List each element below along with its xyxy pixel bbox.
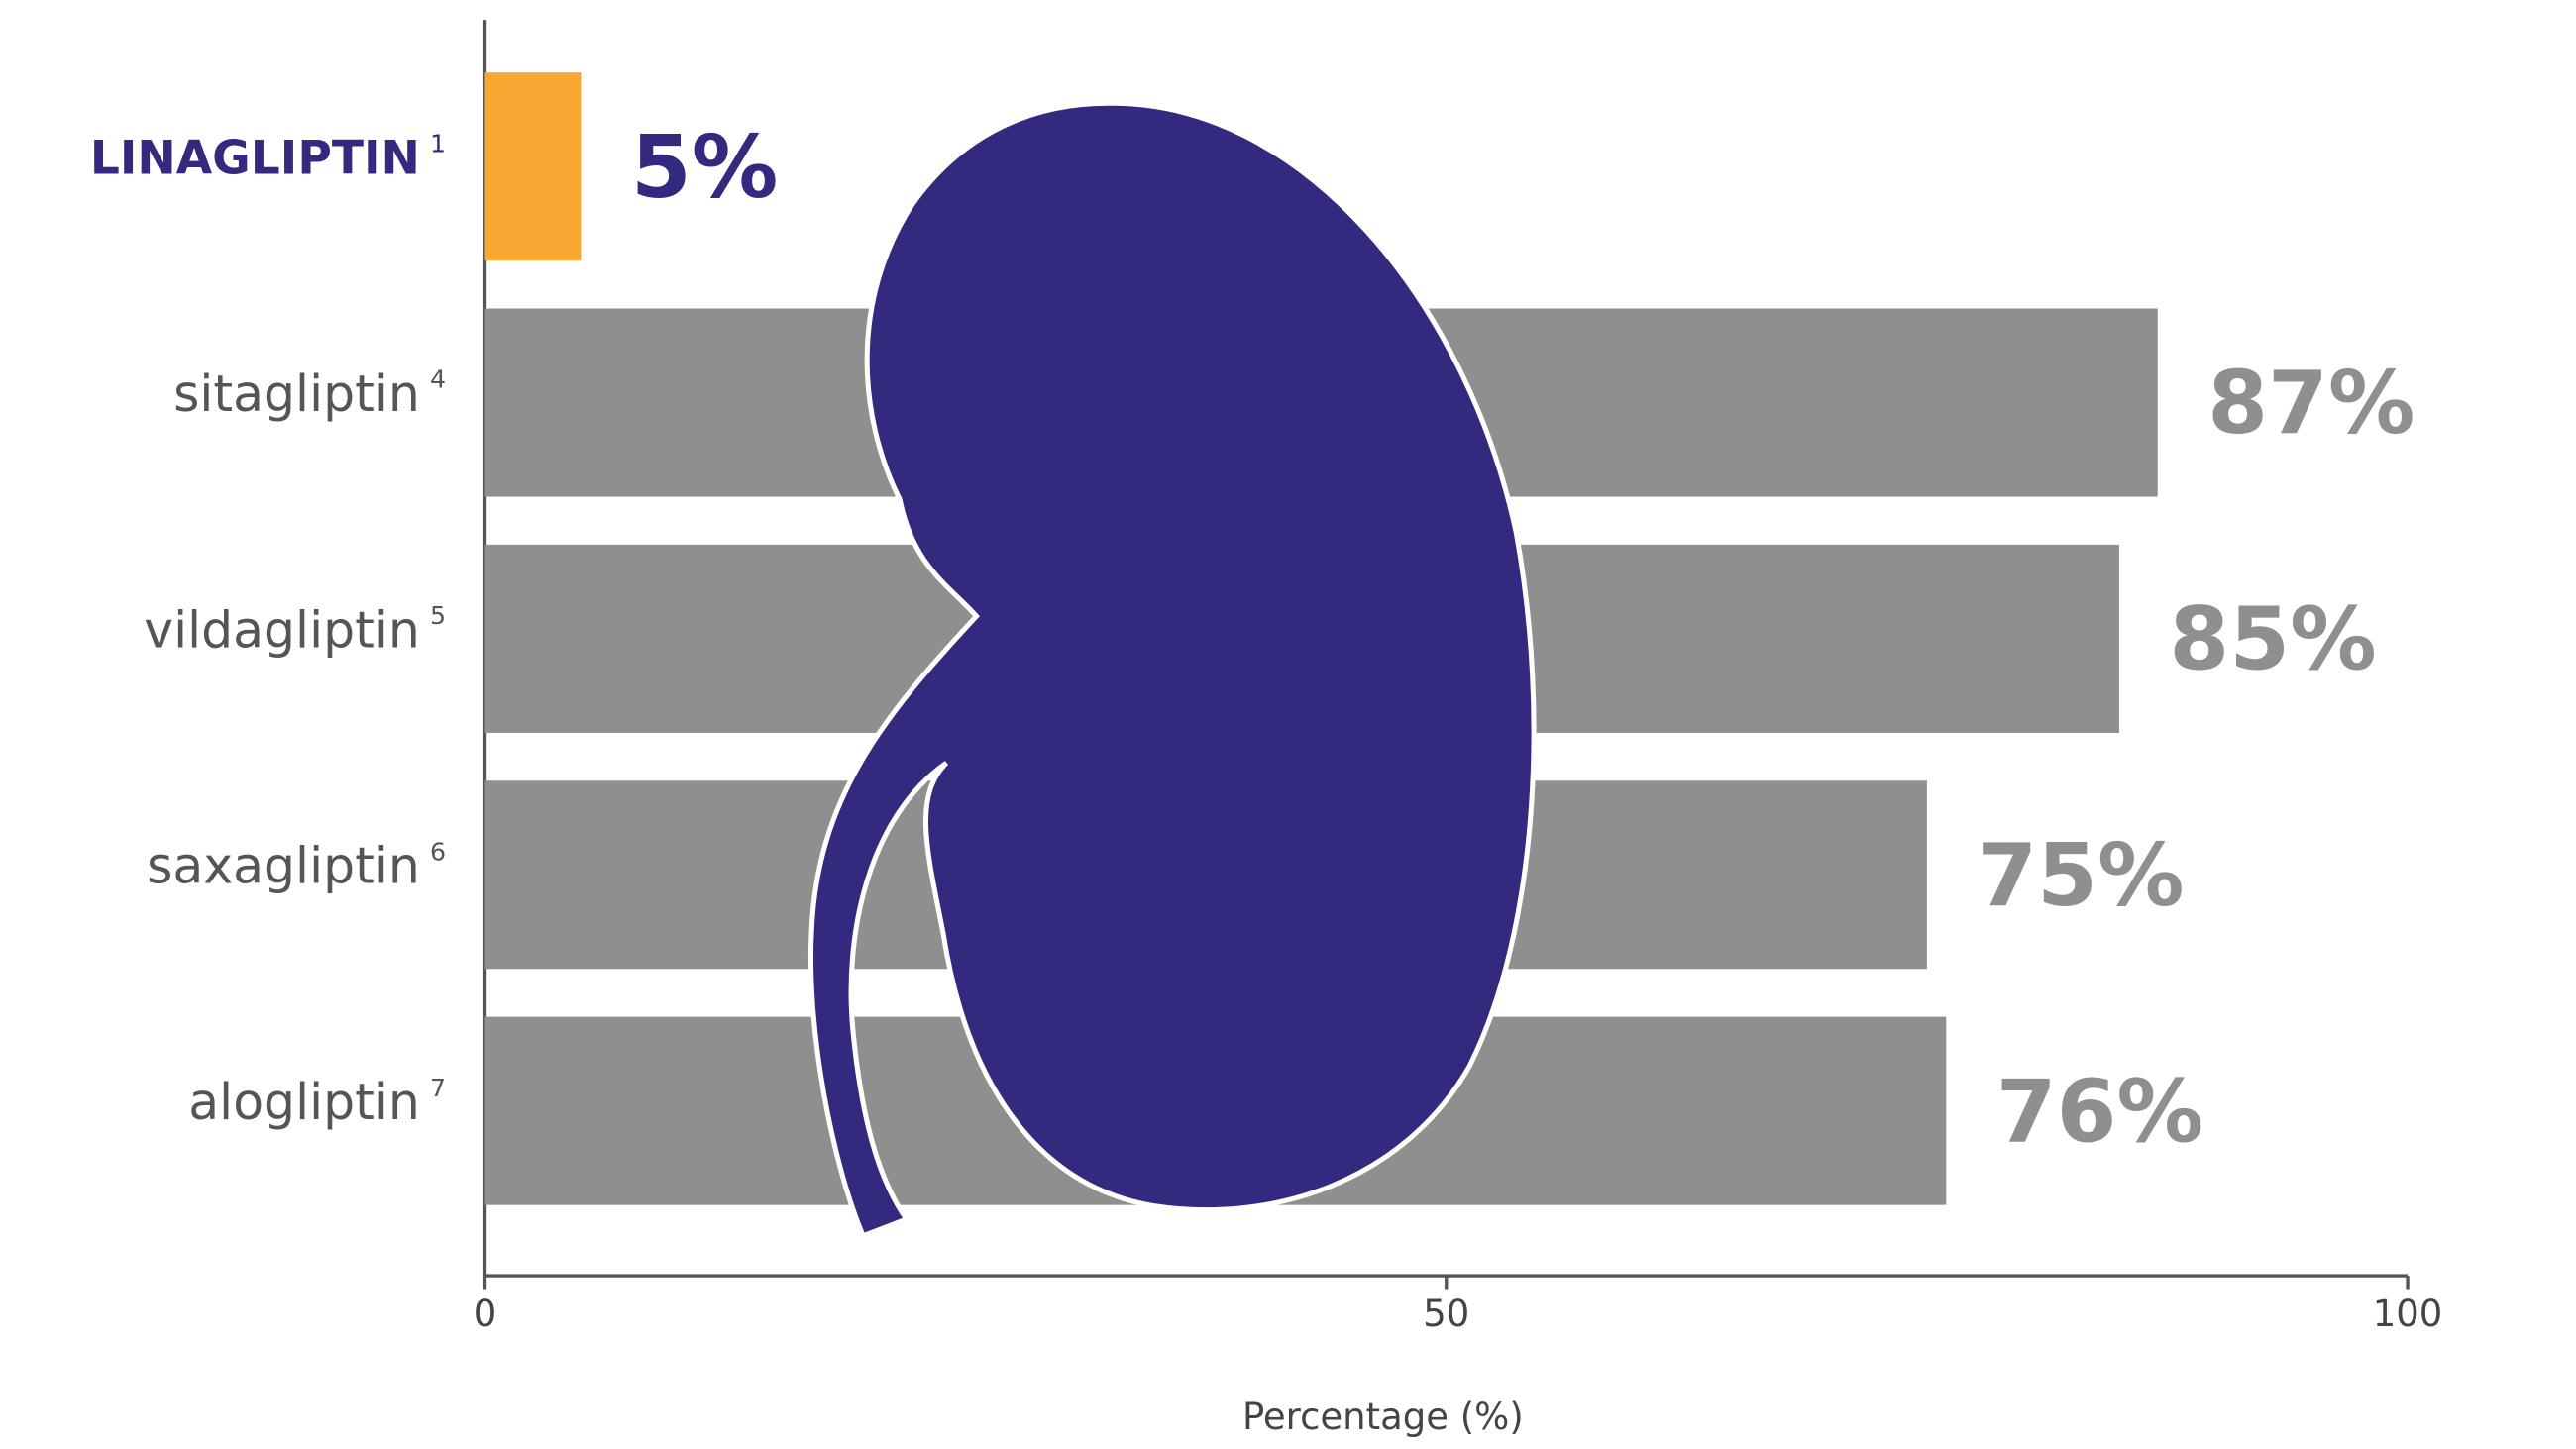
category-superscript: 4: [430, 365, 446, 394]
x-tick-label: 50: [1423, 1293, 1469, 1335]
category-label: LINAGLIPTIN: [90, 132, 420, 186]
category-label: alogliptin: [188, 1073, 420, 1131]
x-tick-label: 100: [2373, 1293, 2443, 1335]
bar: [484, 72, 582, 261]
x-axis-title: Percentage (%): [1242, 1396, 1524, 1438]
value-label: 75%: [1977, 825, 2184, 926]
category-label: vildagliptin: [144, 600, 420, 659]
value-labels: 5% LINAGLIPTIN 1 87% sitagliptin 4 85% vildagli…: [90, 117, 2415, 1162]
value-label: 85%: [2169, 589, 2376, 690]
category-superscript: 7: [430, 1074, 446, 1102]
kidney-illustration: [807, 100, 1537, 1239]
category-superscript: 5: [430, 601, 446, 630]
category-label: sitagliptin: [173, 364, 420, 423]
category-superscript: 6: [430, 837, 446, 866]
value-label: 5%: [631, 117, 778, 218]
category-label: saxagliptin: [147, 837, 420, 895]
category-superscript: 1: [430, 129, 446, 157]
x-tick-label: 0: [474, 1293, 497, 1335]
value-label: 87%: [2207, 353, 2415, 454]
value-label: 76%: [1996, 1061, 2203, 1162]
